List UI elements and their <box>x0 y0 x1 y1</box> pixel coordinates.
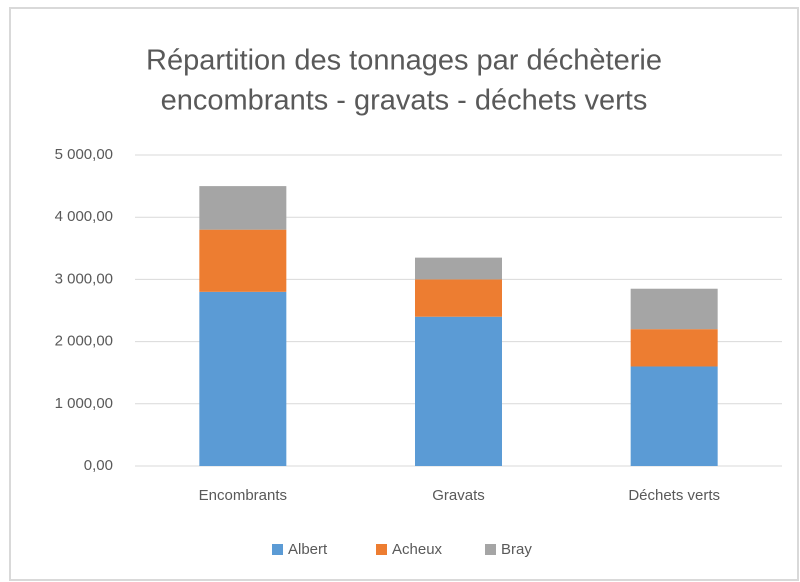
bar-segment <box>199 186 287 230</box>
bar-segment <box>415 316 502 466</box>
y-tick-label: 1 000,00 <box>55 395 113 412</box>
x-tick-label: Encombrants <box>199 487 287 504</box>
bar-segment <box>630 329 718 367</box>
legend-label: Acheux <box>392 541 443 558</box>
x-tick-label: Déchets verts <box>628 487 720 504</box>
bar-segment <box>199 229 287 292</box>
y-tick-label: 0,00 <box>84 457 113 474</box>
legend-label: Albert <box>288 541 328 558</box>
legend-swatch <box>485 544 496 555</box>
y-tick-label: 2 000,00 <box>55 333 113 350</box>
legend-swatch <box>272 544 283 555</box>
bar-segment <box>630 366 718 466</box>
y-tick-label: 5 000,00 <box>55 146 113 163</box>
bar-segment <box>199 291 287 466</box>
legend-label: Bray <box>501 541 532 558</box>
y-tick-label: 3 000,00 <box>55 270 113 287</box>
bar-segment <box>630 288 718 330</box>
x-tick-label: Gravats <box>432 487 485 504</box>
bar-segment <box>415 279 502 317</box>
chart-title: Répartition des tonnages par déchèterie <box>146 45 662 77</box>
y-tick-label: 4 000,00 <box>55 208 113 225</box>
legend-swatch <box>376 544 387 555</box>
chart-subtitle: encombrants - gravats - déchets verts <box>161 85 648 117</box>
bar-segment <box>415 257 502 280</box>
